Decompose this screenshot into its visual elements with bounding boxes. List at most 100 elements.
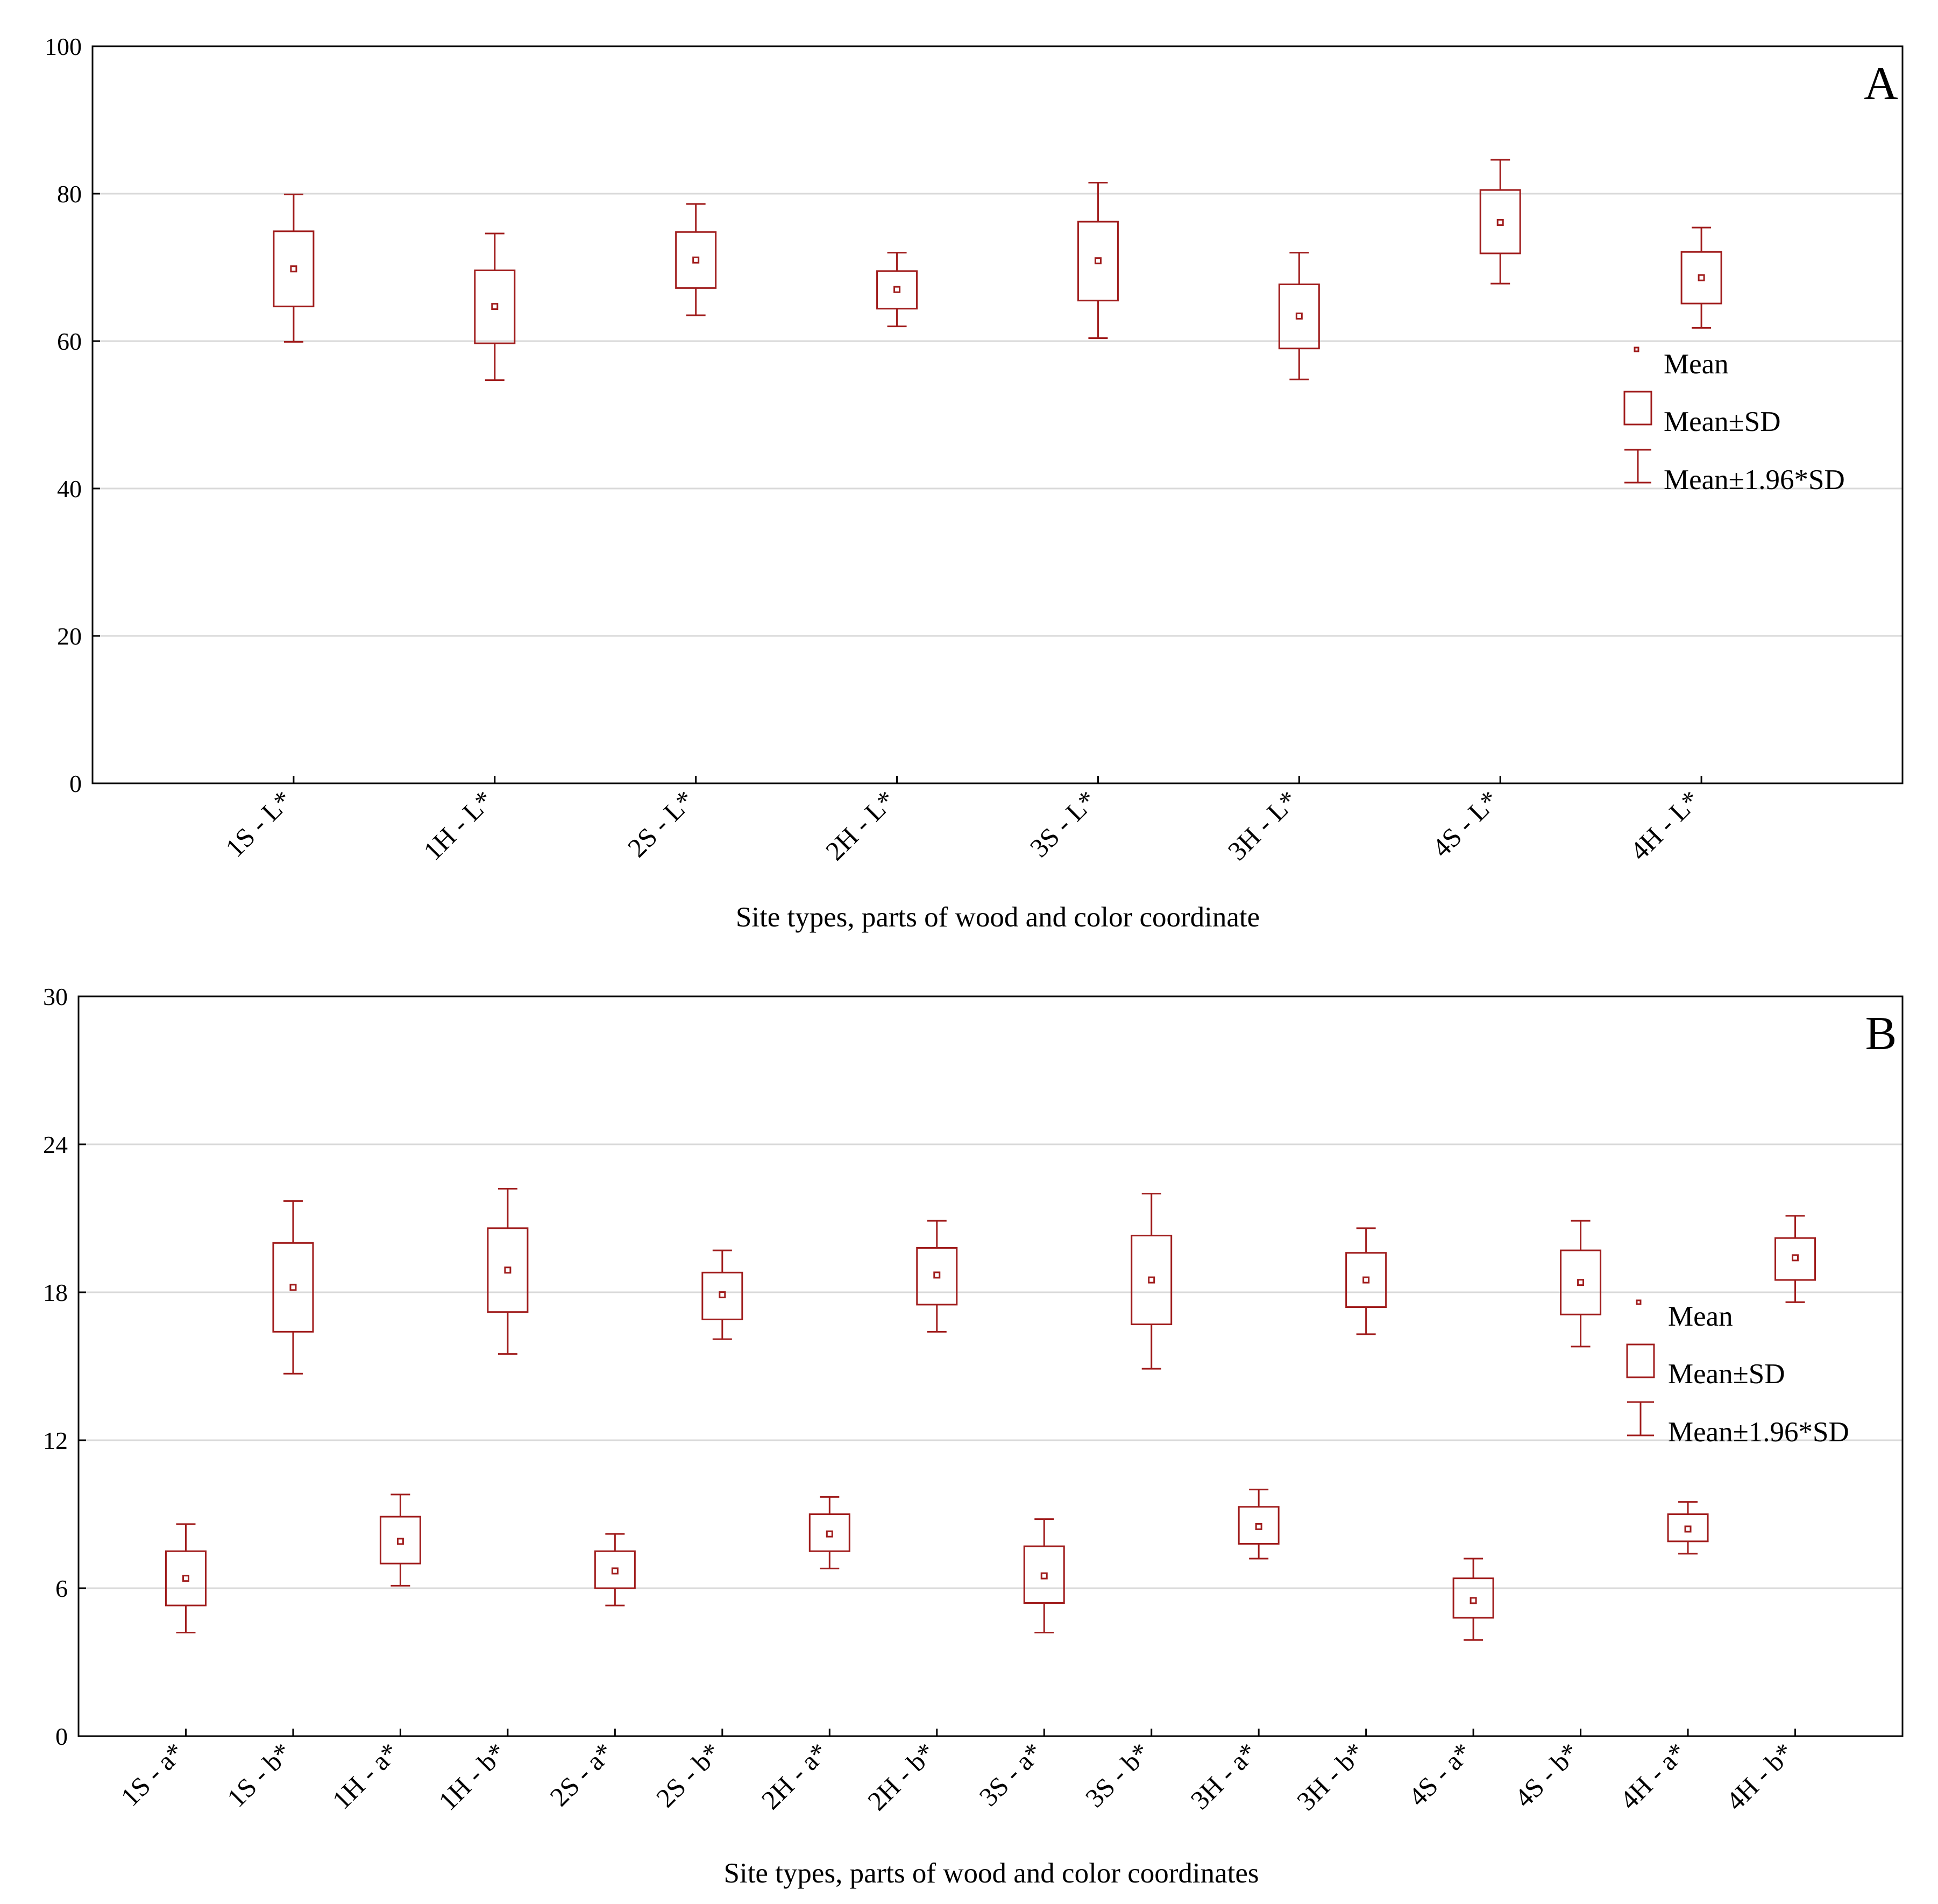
mean-marker	[1040, 1572, 1048, 1580]
sd-box	[1023, 1545, 1065, 1604]
sd-box	[1077, 221, 1119, 302]
mean-marker	[1470, 1597, 1477, 1604]
mean-marker	[933, 1271, 941, 1279]
sd-box	[1667, 1513, 1709, 1542]
mean-marker	[182, 1575, 189, 1582]
mean-marker	[290, 265, 297, 273]
box-3h-l	[1278, 252, 1320, 380]
box-4s-a	[1452, 1558, 1494, 1641]
sd-box	[1345, 1252, 1387, 1308]
legend-ci-label: Mean±1.96*SD	[1664, 464, 1845, 496]
mean-marker	[396, 1538, 404, 1545]
box-3h-b	[1345, 1227, 1387, 1335]
legend-mean-marker	[1636, 1299, 1642, 1305]
sd-box	[487, 1227, 529, 1313]
sd-box	[1774, 1237, 1816, 1281]
plot-area-frame	[77, 995, 1904, 1737]
box-1h-l	[474, 232, 516, 381]
mean-marker	[491, 303, 499, 310]
mean-marker	[893, 286, 901, 293]
box-2s-b	[701, 1249, 743, 1340]
sd-box	[808, 1513, 850, 1552]
legend-mean-label: Mean	[1664, 349, 1729, 380]
y-tick-label: 0	[55, 1723, 68, 1750]
mean-marker	[1094, 257, 1102, 265]
sd-box	[165, 1550, 207, 1606]
box-3s-a	[1023, 1518, 1065, 1633]
y-tick-label: 6	[55, 1575, 68, 1602]
box-1s-b	[272, 1200, 314, 1375]
box-3h-a	[1238, 1489, 1280, 1560]
y-tick-label: 20	[57, 622, 82, 650]
sd-box	[1131, 1235, 1173, 1326]
legend: Mean Mean±SD Mean±1.96*SD	[1623, 346, 1845, 496]
y-tick-label: 18	[43, 1279, 68, 1306]
box-3s-b	[1131, 1193, 1173, 1370]
x-axis-title: Site types, parts of wood and color coor…	[736, 902, 1260, 933]
y-tick-label: 80	[57, 180, 82, 208]
mean-marker	[504, 1266, 512, 1274]
legend-ci-label: Mean±1.96*SD	[1668, 1417, 1849, 1448]
mean-marker	[1496, 218, 1504, 226]
mean-marker	[1698, 274, 1705, 281]
y-tick-label: 30	[43, 983, 68, 1010]
box-2h-b	[916, 1220, 958, 1333]
sd-box	[1452, 1577, 1494, 1619]
box-3s-l	[1077, 181, 1119, 339]
sd-box	[1560, 1249, 1602, 1315]
box-1s-l	[273, 193, 315, 343]
mean-marker	[719, 1291, 726, 1299]
sd-box	[474, 269, 516, 344]
mean-marker	[692, 256, 700, 264]
legend-mean-label: Mean	[1668, 1301, 1733, 1332]
box-1h-b	[487, 1188, 529, 1355]
box-4h-l	[1680, 227, 1722, 329]
box-4h-a	[1667, 1501, 1709, 1555]
sd-box	[916, 1247, 958, 1306]
y-tick-label: 24	[43, 1131, 68, 1158]
legend-ci-marker	[1627, 1401, 1654, 1436]
y-tick-label: 100	[45, 33, 82, 60]
box-4s-l	[1479, 159, 1521, 285]
box-4s-b	[1560, 1220, 1602, 1348]
box-2h-l	[876, 252, 918, 328]
box-1s-a	[165, 1523, 207, 1633]
sd-box	[701, 1271, 743, 1320]
legend-sd-label: Mean±SD	[1668, 1358, 1785, 1390]
x-axis-title: Site types, parts of wood and color coor…	[724, 1858, 1259, 1889]
y-tick-label: 40	[57, 475, 82, 502]
panel-label: A	[1864, 58, 1898, 110]
box-4h-b	[1774, 1215, 1816, 1303]
legend-sd-label: Mean±SD	[1664, 406, 1781, 437]
mean-marker	[1295, 312, 1303, 320]
y-tick-label: 60	[57, 328, 82, 355]
y-tick-label: 0	[69, 770, 82, 797]
box-1h-a	[379, 1494, 421, 1587]
mean-marker	[1792, 1254, 1799, 1262]
legend: Mean Mean±SD Mean±1.96*SD	[1626, 1299, 1849, 1448]
mean-marker	[289, 1284, 297, 1291]
mean-marker	[1362, 1276, 1370, 1284]
legend-mean-marker	[1634, 346, 1639, 352]
sd-box	[272, 1242, 314, 1333]
legend-sd-marker	[1623, 391, 1652, 426]
plot-area-frame	[91, 45, 1904, 784]
sd-box	[1680, 251, 1722, 305]
sd-box	[675, 231, 717, 289]
sd-box	[1278, 284, 1320, 350]
legend-sd-marker	[1626, 1343, 1655, 1378]
box-2h-a	[808, 1496, 850, 1569]
mean-marker	[1255, 1523, 1262, 1530]
mean-marker	[1577, 1279, 1585, 1286]
sd-box	[876, 270, 918, 310]
sd-box	[1479, 189, 1521, 254]
sd-box	[594, 1550, 636, 1589]
legend-ci-marker	[1624, 449, 1651, 484]
mean-marker	[1684, 1525, 1692, 1533]
panel-label: B	[1865, 1008, 1897, 1060]
sd-box	[1238, 1506, 1280, 1545]
mean-marker	[611, 1567, 619, 1575]
sd-box	[379, 1516, 421, 1565]
y-tick-label: 12	[43, 1427, 68, 1454]
